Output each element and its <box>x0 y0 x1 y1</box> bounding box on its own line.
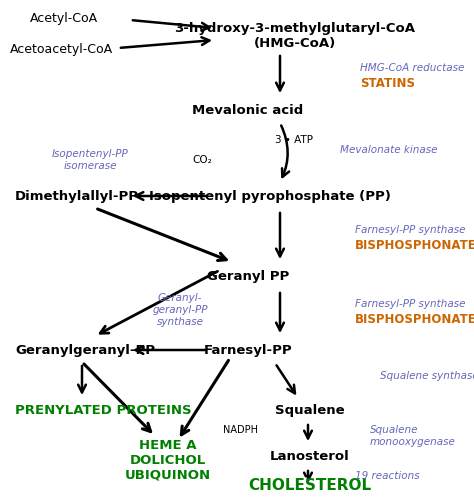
Text: Dimethylallyl-PP: Dimethylallyl-PP <box>15 190 139 203</box>
Text: 19 reactions: 19 reactions <box>355 471 419 481</box>
Text: BISPHOSPHONATES: BISPHOSPHONATES <box>355 239 474 251</box>
Text: PRENYLATED PROTEINS: PRENYLATED PROTEINS <box>15 403 191 416</box>
Text: Mevalonate kinase: Mevalonate kinase <box>340 145 438 155</box>
Text: Squalene: Squalene <box>275 403 345 416</box>
Text: BISPHOSPHONATES: BISPHOSPHONATES <box>355 313 474 326</box>
Text: Farnesyl-PP synthase: Farnesyl-PP synthase <box>355 299 465 309</box>
Text: Farnesyl-PP: Farnesyl-PP <box>204 344 292 357</box>
Text: CHOLESTEROL: CHOLESTEROL <box>248 478 372 493</box>
Text: Isopentenyl pyrophosphate (PP): Isopentenyl pyrophosphate (PP) <box>149 190 391 203</box>
Text: NADPH: NADPH <box>223 425 258 435</box>
Text: Lanosterol: Lanosterol <box>270 450 350 463</box>
Text: 3-hydroxy-3-methylglutaryl-CoA
(HMG-CoA): 3-hydroxy-3-methylglutaryl-CoA (HMG-CoA) <box>174 22 416 50</box>
Text: HMG-CoA reductase: HMG-CoA reductase <box>360 63 465 73</box>
Text: Squalene
monooxygenase: Squalene monooxygenase <box>370 425 456 447</box>
Text: Farnesyl-PP synthase: Farnesyl-PP synthase <box>355 225 465 235</box>
Text: Geranyl-
geranyl-PP
synthase: Geranyl- geranyl-PP synthase <box>152 293 208 327</box>
Text: Geranyl PP: Geranyl PP <box>207 269 289 282</box>
Text: Mevalonic acid: Mevalonic acid <box>192 104 304 117</box>
Text: Acetoacetyl-CoA: Acetoacetyl-CoA <box>10 42 113 55</box>
Text: CO₂: CO₂ <box>192 155 212 165</box>
Text: Isopentenyl-PP
isomerase: Isopentenyl-PP isomerase <box>52 149 128 171</box>
Text: STATINS: STATINS <box>360 77 415 90</box>
Text: 3 • ATP: 3 • ATP <box>275 135 313 145</box>
Text: Geranylgeranyl-PP: Geranylgeranyl-PP <box>15 344 155 357</box>
Text: Acetyl-CoA: Acetyl-CoA <box>30 11 98 24</box>
Text: Squalene synthase: Squalene synthase <box>380 371 474 381</box>
Text: HEME A
DOLICHOL
UBIQUINON: HEME A DOLICHOL UBIQUINON <box>125 439 211 482</box>
